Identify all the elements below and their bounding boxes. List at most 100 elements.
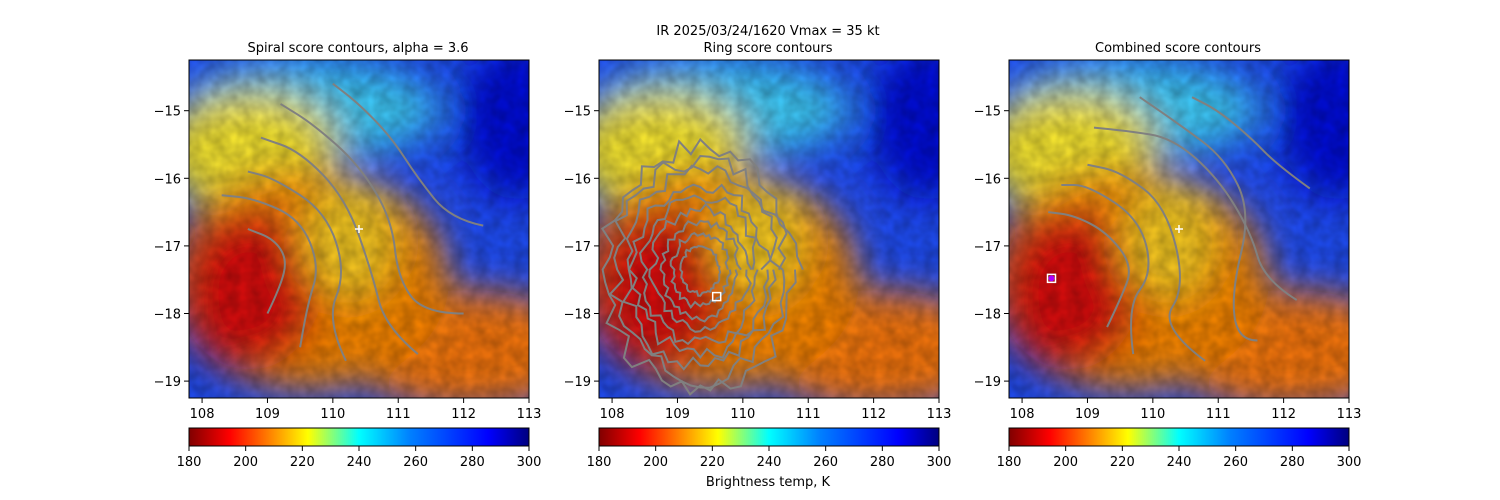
colorbar-tick-label: 280 <box>1280 455 1305 470</box>
colorbar-tick-label: 200 <box>1053 455 1078 470</box>
x-tick-label: 111 <box>1206 407 1231 422</box>
contour-line <box>1061 184 1150 355</box>
center-square-marker <box>1046 273 1057 284</box>
x-tick-label: 113 <box>517 407 542 422</box>
x-tick-label: 110 <box>1140 407 1165 422</box>
axes-frame <box>188 59 530 399</box>
y-tick-label: −19 <box>154 375 181 390</box>
center-circle-marker <box>1048 275 1055 282</box>
ring-contour-line <box>608 154 788 389</box>
x-axis: 108 109 110 111 112 113 <box>1010 398 1362 422</box>
colorbar-tick-label: 300 <box>517 455 542 470</box>
colorbar-axis-label: Brightness temp, K <box>706 475 831 490</box>
ring-contour-line <box>600 137 804 396</box>
colorbar: 180 200 220 240 260 280 300 <box>587 427 951 470</box>
colorbar: 180 200 220 240 260 280 300 <box>177 427 542 470</box>
x-tick-label: 108 <box>600 407 625 422</box>
x-tick-label: 108 <box>190 407 215 422</box>
ir-image <box>189 60 529 398</box>
ring-contour-line <box>659 219 742 323</box>
colorbar-tick-label: 180 <box>997 455 1022 470</box>
y-tick-label: −17 <box>154 240 181 255</box>
x-tick-label: 110 <box>730 407 755 422</box>
x-tick-label: 109 <box>665 407 690 422</box>
ring-contour-line <box>627 183 772 360</box>
y-tick-label: −19 <box>974 375 1001 390</box>
x-tick-label: 113 <box>927 407 952 422</box>
y-axis: −15 −16 −17 −18 −19 <box>564 105 599 390</box>
panel-title: Spiral score contours, alpha = 3.6 <box>247 41 468 56</box>
colorbar-gradient <box>1008 427 1350 447</box>
contour-line <box>280 103 464 315</box>
y-axis: −15 −16 −17 −18 −19 <box>154 105 189 390</box>
y-tick-label: −15 <box>154 105 181 120</box>
x-tick-label: 113 <box>1337 407 1362 422</box>
y-tick-label: −16 <box>154 172 181 187</box>
x-tick-label: 110 <box>320 407 345 422</box>
contour-line <box>247 170 347 362</box>
contour-line <box>1093 126 1298 301</box>
center-plus-marker <box>355 225 363 233</box>
colorbar-tick-label: 220 <box>1110 455 1135 470</box>
colorbar-tick-label: 260 <box>403 455 428 470</box>
contour-line <box>1191 96 1311 190</box>
colorbar-tick-label: 280 <box>870 455 895 470</box>
colorbar-tick-label: 300 <box>1337 455 1362 470</box>
figure-title: IR 2025/03/24/1620 Vmax = 35 kt <box>656 24 879 39</box>
x-tick-label: 112 <box>1271 407 1296 422</box>
marker-layer <box>1046 225 1183 284</box>
ir-image <box>1009 60 1349 398</box>
x-axis: 108 109 110 111 112 113 <box>600 398 952 422</box>
panel-combined: Combined score contours 108 109 110 111 112 1… <box>974 41 1362 470</box>
combined-contours <box>1048 96 1311 362</box>
panel-ring: Ring score contours 108 109 110 111 112 113 − <box>564 41 952 470</box>
y-tick-label: −15 <box>974 105 1001 120</box>
panel-title: Ring score contours <box>703 41 832 56</box>
marker-layer <box>711 291 722 302</box>
colorbar-tick-label: 200 <box>233 455 258 470</box>
x-tick-label: 112 <box>861 407 886 422</box>
colorbar-tick-label: 220 <box>290 455 315 470</box>
colorbar-tick-label: 240 <box>757 455 782 470</box>
colorbar-tick-label: 220 <box>700 455 725 470</box>
y-tick-label: −17 <box>974 240 1001 255</box>
y-axis: −15 −16 −17 −18 −19 <box>974 105 1009 390</box>
colorbar-gradient <box>188 427 530 447</box>
x-tick-label: 111 <box>386 407 411 422</box>
y-tick-label: −16 <box>974 172 1001 187</box>
y-tick-label: −18 <box>564 308 591 323</box>
axes-frame <box>1008 59 1350 399</box>
contour-line <box>332 82 484 227</box>
contour-line <box>247 228 286 314</box>
x-tick-label: 109 <box>255 407 280 422</box>
x-tick-label: 109 <box>1075 407 1100 422</box>
contour-line <box>221 194 317 348</box>
x-tick-label: 111 <box>796 407 821 422</box>
colorbar-tick-label: 180 <box>177 455 202 470</box>
x-tick-label: 112 <box>451 407 476 422</box>
colorbar-tick-label: 240 <box>1167 455 1192 470</box>
colorbar-gradient <box>598 427 940 447</box>
center-square-marker <box>711 291 722 302</box>
ring-contour-line <box>639 194 759 346</box>
spiral-contours <box>221 82 484 362</box>
center-plus-marker <box>1175 225 1183 233</box>
x-axis: 108 109 110 111 112 113 <box>190 398 542 422</box>
contour-line <box>260 136 419 355</box>
y-tick-label: −16 <box>564 172 591 187</box>
colorbar: 180 200 220 240 260 280 300 <box>997 427 1362 470</box>
ring-contour-line <box>679 244 722 297</box>
ir-image <box>599 60 939 398</box>
y-tick-label: −15 <box>564 105 591 120</box>
y-tick-label: −18 <box>974 308 1001 323</box>
axes-frame <box>598 59 940 399</box>
x-tick-label: 108 <box>1010 407 1035 422</box>
contour-line <box>1139 96 1258 342</box>
panel-spiral: Spiral score contours, alpha = 3.6 108 10… <box>154 41 542 470</box>
marker-layer <box>355 225 363 233</box>
y-tick-label: −19 <box>564 375 591 390</box>
contour-line <box>1048 211 1130 328</box>
colorbar-tick-label: 180 <box>587 455 612 470</box>
colorbar-tick-label: 200 <box>643 455 668 470</box>
